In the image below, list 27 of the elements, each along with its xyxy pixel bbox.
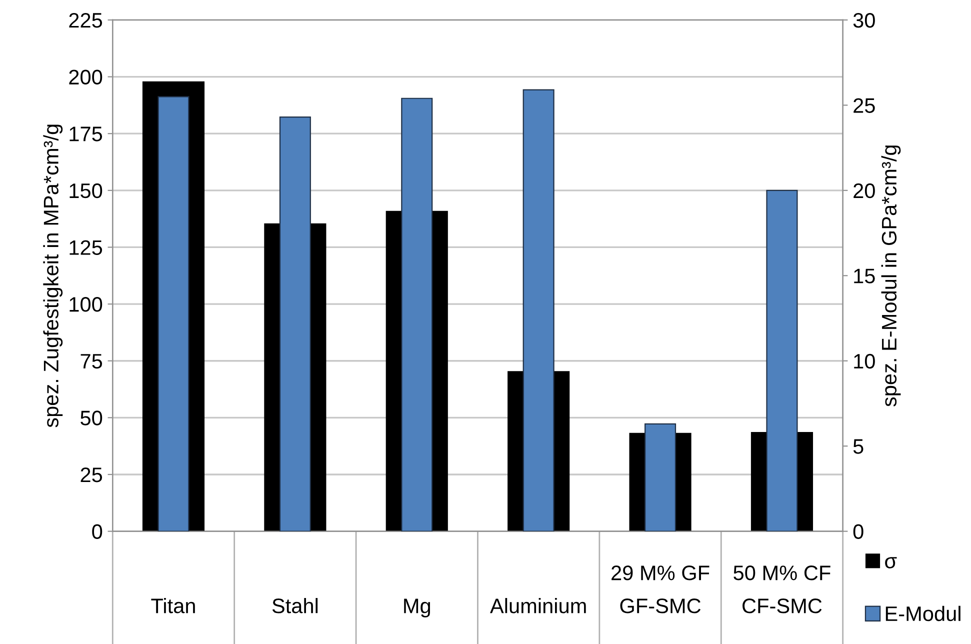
y2-tick-label: 0	[853, 524, 864, 540]
x-tick-label: Aluminium	[490, 598, 586, 614]
y2-axis-title: spez. E-Modul in GPa*cm³/g	[881, 146, 901, 406]
legend-label: σ	[885, 557, 897, 568]
y-tick-label: 175	[70, 126, 102, 142]
y-tick-label: 225	[69, 12, 102, 28]
y-tick-label: 125	[70, 240, 102, 255]
y2-tick-label: 25	[854, 98, 875, 113]
x-tick-label: Stahl	[272, 598, 318, 614]
y2-tick-label: 15	[854, 268, 875, 284]
y2-tick-label: 20	[854, 183, 875, 198]
y-tick-label: 150	[70, 183, 102, 198]
y2-tick-label: 5	[853, 439, 864, 454]
x-tick-label: 50 M% CF CF-SMC	[734, 566, 830, 614]
y-tick-label: 50	[80, 410, 102, 426]
y-tick-label: 100	[70, 297, 102, 312]
y-tick-label: 25	[80, 467, 102, 482]
y2-tick-label: 30	[853, 12, 875, 28]
y-tick-label: 75	[80, 354, 102, 369]
legend-label: E-Modul	[886, 606, 960, 622]
y-axis-title: spez. Zugfestigkeit in MPa*cm³/g	[43, 124, 63, 428]
y-tick-label: 0	[92, 524, 102, 540]
y-tick-label: 200	[69, 70, 102, 85]
y2-tick-label: 10	[854, 354, 875, 369]
x-tick-label: 29 M% GF GF-SMC	[612, 566, 710, 614]
x-tick-label: Titan	[151, 598, 195, 614]
x-tick-label: Mg	[404, 598, 430, 618]
